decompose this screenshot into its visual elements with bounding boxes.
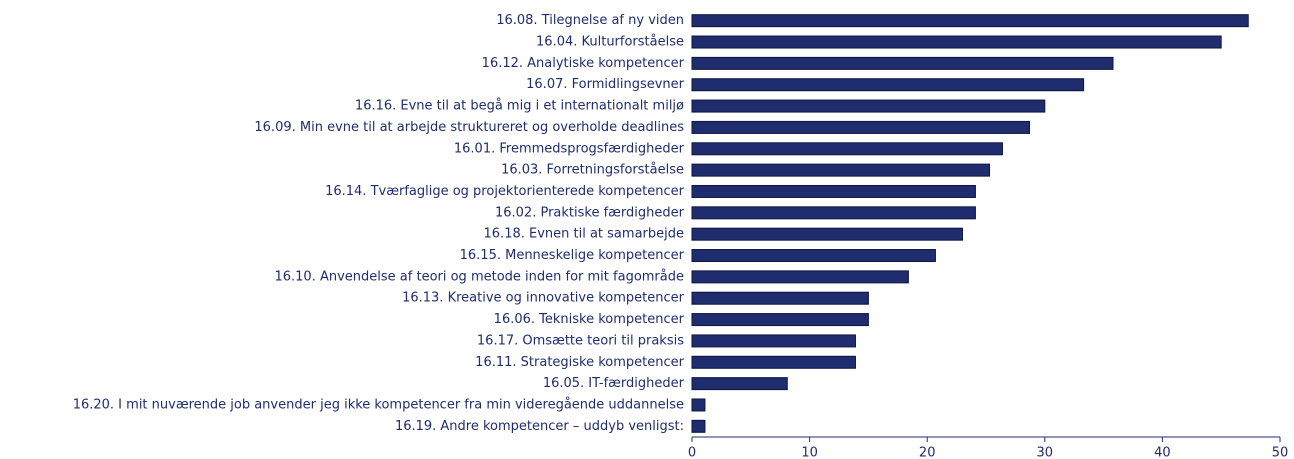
y-tick-label: 16.13. Kreative og innovative kompetence…: [402, 291, 685, 306]
y-tick-label: 16.08. Tilegnelse af ny viden: [496, 13, 684, 28]
y-tick-label: 16.20. I mit nuværende job anvender jeg …: [73, 397, 684, 412]
y-tick-label: 16.14. Tværfaglige og projektorienterede…: [325, 184, 685, 199]
bar: [691, 56, 1114, 70]
x-tick-label: 40: [1154, 446, 1171, 459]
y-tick-label: 16.12. Analytiske kompetencer: [482, 56, 685, 71]
bar: [691, 163, 991, 177]
y-tick-label: 16.03. Forretningsforståelse: [501, 163, 684, 178]
y-tick-label: 16.02. Praktiske færdigheder: [495, 205, 685, 220]
y-tick-label: 16.05. IT-færdigheder: [543, 376, 685, 391]
x-tick-label: 30: [1037, 446, 1054, 459]
x-tick-label: 20: [919, 446, 936, 459]
x-tick-label: 50: [1272, 446, 1289, 459]
y-tick-label: 16.07. Formidlingsevner: [526, 77, 685, 92]
y-tick-label: 16.09. Min evne til at arbejde strukture…: [254, 120, 684, 135]
bar: [691, 377, 788, 391]
bar: [691, 206, 976, 220]
bar: [691, 227, 963, 241]
bar: [691, 291, 869, 305]
bar: [691, 355, 856, 369]
y-tick-label: 16.06. Tekniske kompetencer: [494, 312, 685, 327]
x-tick-label: 10: [801, 446, 818, 459]
bar: [691, 313, 869, 327]
bar: [691, 142, 1003, 156]
y-tick-label: 16.16. Evne til at begå mig i et interna…: [355, 99, 684, 114]
bar: [691, 398, 706, 412]
y-tick-label: 16.15. Menneskelige kompetencer: [460, 248, 685, 263]
bar: [691, 270, 909, 284]
bar: [691, 184, 976, 198]
bar: [691, 99, 1046, 113]
y-tick-label: 16.19. Andre kompetencer – uddyb venligs…: [395, 419, 684, 434]
bar: [691, 78, 1085, 92]
x-tick-label: 0: [688, 446, 696, 459]
y-tick-label: 16.10. Anvendelse af teori og metode ind…: [274, 269, 684, 284]
y-tick-label: 16.18. Evnen til at samarbejde: [484, 227, 684, 242]
y-tick-label: 16.11. Strategiske kompetencer: [475, 355, 684, 370]
bar: [691, 35, 1222, 49]
y-tick-label: 16.17. Omsætte teori til praksis: [477, 333, 684, 348]
bar: [691, 419, 706, 433]
bar: [691, 249, 936, 263]
y-tick-label: 16.04. Kulturforståelse: [536, 35, 684, 50]
bar: [691, 334, 856, 348]
bar: [691, 14, 1249, 28]
bar: [691, 120, 1031, 134]
y-tick-label: 16.01. Fremmedsprogsfærdigheder: [454, 141, 685, 156]
